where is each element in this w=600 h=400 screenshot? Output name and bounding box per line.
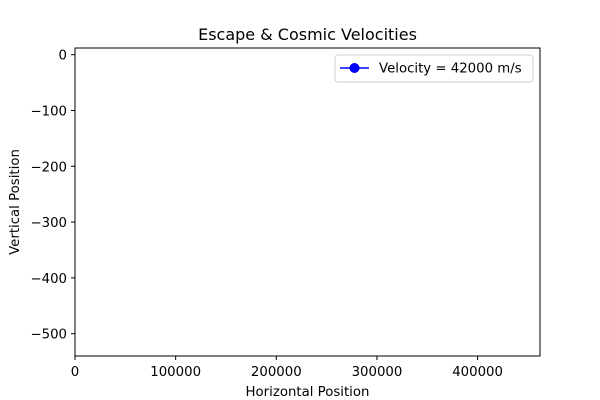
x-tick-label: 100000: [150, 365, 201, 380]
y-axis: 0 −100 −200 −300 −400 −500: [30, 49, 75, 343]
y-tick-label: −400: [30, 272, 67, 287]
plot-frame: [74, 47, 541, 357]
x-axis-label: Horizontal Position: [246, 385, 370, 400]
x-axis: 0 100000 200000 300000 400000: [71, 356, 503, 380]
x-tick-label: 400000: [452, 365, 503, 380]
legend-frame: [334, 54, 534, 83]
y-axis-label: Vertical Position: [8, 149, 23, 255]
y-tick-label: −300: [30, 216, 67, 231]
legend-entry-label: Velocity = 42000 m/s: [379, 62, 522, 77]
y-tick-label: −500: [30, 328, 67, 343]
plot-area: [74, 47, 541, 357]
chart-title: Escape & Cosmic Velocities: [198, 25, 417, 44]
legend: Velocity = 42000 m/s: [334, 54, 534, 83]
x-tick-label: 0: [71, 365, 79, 380]
legend-marker-swatch: [349, 63, 360, 73]
y-tick-label: 0: [59, 49, 67, 64]
x-tick-label: 200000: [251, 365, 302, 380]
y-tick-label: −100: [30, 104, 67, 119]
y-tick-label: −200: [30, 160, 67, 175]
x-tick-label: 300000: [352, 365, 403, 380]
